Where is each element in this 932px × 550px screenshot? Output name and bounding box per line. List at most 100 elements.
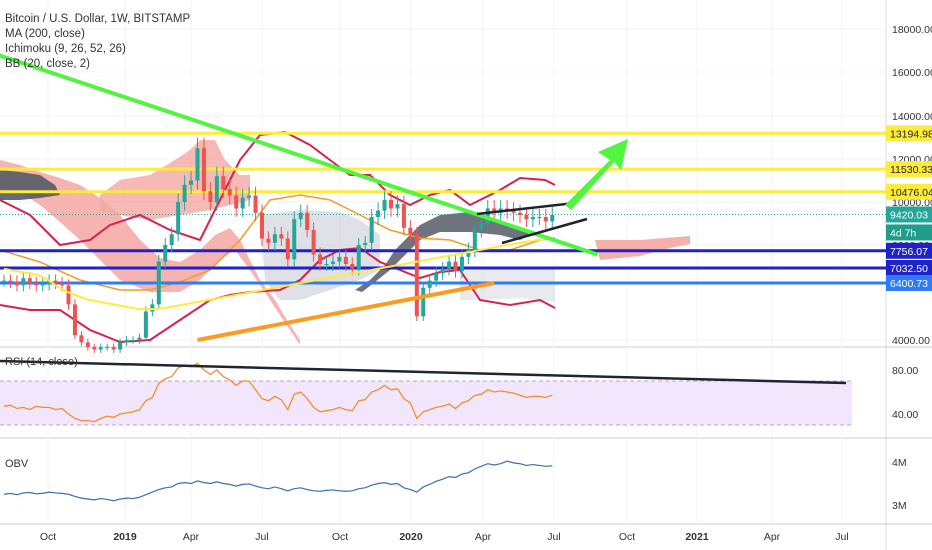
candle-body[interactable] <box>111 347 116 350</box>
candle-body[interactable] <box>34 283 39 286</box>
level-tag-7032.50-bg[interactable] <box>886 259 932 276</box>
candle-body[interactable] <box>47 280 52 285</box>
wedge-upper-line[interactable] <box>476 201 576 216</box>
indicator-bb-label[interactable]: BB (20, close, 2) <box>5 58 91 70</box>
candle-body[interactable] <box>92 347 97 350</box>
wedge-lower-line[interactable] <box>501 217 588 245</box>
level-tag-11530.33[interactable]: 11530.33 <box>890 164 932 176</box>
candle-body[interactable] <box>363 242 368 245</box>
candle-body[interactable] <box>221 176 226 190</box>
candle-body[interactable] <box>266 238 271 243</box>
level-tag-7032.50[interactable]: 7032.50 <box>890 263 928 275</box>
candle-body[interactable] <box>260 212 264 239</box>
candle-body[interactable] <box>150 304 155 312</box>
last-price-tag[interactable]: 9420.03 <box>890 209 928 221</box>
level-tag-7756.07[interactable]: 7756.07 <box>890 246 928 258</box>
candle-body[interactable] <box>85 342 90 348</box>
candle-body[interactable] <box>234 195 239 209</box>
level-tag-6400.73-bg[interactable] <box>886 274 932 291</box>
candle-body[interactable] <box>518 212 522 215</box>
candle-body[interactable] <box>253 195 258 213</box>
candle-body[interactable] <box>137 337 142 340</box>
candle-body[interactable] <box>14 281 19 286</box>
rsi-trendline[interactable] <box>0 359 847 385</box>
bar-countdown-tag-bg[interactable] <box>886 224 932 241</box>
candle-body[interactable] <box>389 199 393 209</box>
candle-body[interactable] <box>311 229 316 255</box>
candle-body[interactable] <box>350 264 355 269</box>
candle-body[interactable] <box>543 217 548 222</box>
candle-body[interactable] <box>479 223 484 230</box>
candle-body[interactable] <box>395 204 400 209</box>
candle-body[interactable] <box>440 268 445 274</box>
candle-body[interactable] <box>182 184 187 202</box>
candle-body[interactable] <box>8 280 13 282</box>
ascending-trendline[interactable] <box>197 281 495 342</box>
candle-body[interactable] <box>550 214 555 222</box>
candle-body[interactable] <box>208 191 213 202</box>
candle-body[interactable] <box>189 180 194 185</box>
candle-body[interactable] <box>524 214 529 220</box>
candle-body[interactable] <box>292 219 297 260</box>
candle-body[interactable] <box>98 347 103 350</box>
candle-body[interactable] <box>530 217 535 220</box>
candle-body[interactable] <box>376 210 381 218</box>
candle-body[interactable] <box>369 217 374 243</box>
candle-body[interactable] <box>447 261 452 269</box>
candle-body[interactable] <box>227 189 232 196</box>
candle-body[interactable] <box>60 283 65 286</box>
candle-body[interactable] <box>272 234 277 243</box>
candle-body[interactable] <box>285 238 290 260</box>
candle-body[interactable] <box>537 217 542 219</box>
candle-body[interactable] <box>105 347 110 349</box>
bar-countdown-tag[interactable]: 4d 7h <box>890 227 916 239</box>
symbol-title[interactable]: Bitcoin / U.S. Dollar, 1W, BITSTAMP <box>5 13 191 25</box>
candle-body[interactable] <box>247 195 252 198</box>
candle-body[interactable] <box>434 273 439 281</box>
candle-body[interactable] <box>472 229 477 250</box>
candle-body[interactable] <box>118 342 123 350</box>
candle-body[interactable] <box>298 212 303 220</box>
candle-body[interactable] <box>169 234 174 245</box>
candle-body[interactable] <box>427 280 432 288</box>
candle-body[interactable] <box>195 148 200 181</box>
last-price-tag-bg[interactable] <box>886 206 932 223</box>
level-tag-13194.98[interactable]: 13194.98 <box>890 128 932 140</box>
level-tag-13194.98-bg[interactable] <box>886 125 932 142</box>
candle-body[interactable] <box>408 227 413 235</box>
candle-body[interactable] <box>27 278 32 283</box>
candle-body[interactable] <box>156 261 161 305</box>
candle-body[interactable] <box>176 202 181 235</box>
candle-body[interactable] <box>343 256 348 264</box>
descending-trendline[interactable] <box>0 51 599 257</box>
level-tag-10476.04-bg[interactable] <box>886 183 932 200</box>
candle-body[interactable] <box>214 176 219 202</box>
level-tag-10476.04[interactable]: 10476.04 <box>890 187 932 199</box>
candle-body[interactable] <box>240 197 245 209</box>
indicator-ichimoku-label[interactable]: Ichimoku (9, 26, 52, 26) <box>5 43 126 55</box>
candle-body[interactable] <box>414 234 419 317</box>
candle-body[interactable] <box>143 311 148 338</box>
candle-body[interactable] <box>382 199 387 211</box>
candle-body[interactable] <box>124 340 129 343</box>
level-tag-11530.33-bg[interactable] <box>886 161 932 178</box>
candle-body[interactable] <box>356 245 361 269</box>
obv-pane-label[interactable]: OBV <box>5 458 29 470</box>
candle-body[interactable] <box>163 245 168 262</box>
candle-body[interactable] <box>201 148 206 192</box>
candle-body[interactable] <box>492 208 497 213</box>
candle-body[interactable] <box>21 278 26 286</box>
candle-body[interactable] <box>401 204 406 228</box>
candle-body[interactable] <box>79 335 84 343</box>
candle-body[interactable] <box>131 340 135 341</box>
rsi-pane-label[interactable]: RSI (14, close) <box>5 356 78 368</box>
level-tag-7756.07-bg[interactable] <box>886 242 932 259</box>
candle-body[interactable] <box>421 287 426 317</box>
candle-body[interactable] <box>279 234 284 239</box>
candle-body[interactable] <box>53 280 58 283</box>
candle-body[interactable] <box>72 304 77 336</box>
candle-body[interactable] <box>453 261 458 272</box>
candle-body[interactable] <box>459 256 464 272</box>
indicator-ma-label[interactable]: MA (200, close) <box>5 28 85 40</box>
